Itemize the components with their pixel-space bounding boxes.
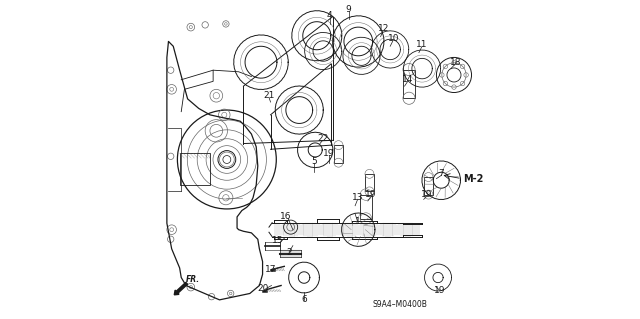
Text: 18: 18 — [450, 58, 461, 67]
Text: 11: 11 — [417, 40, 428, 49]
Text: 17: 17 — [265, 265, 276, 274]
Text: 2: 2 — [286, 248, 292, 256]
Bar — [403, 70, 415, 98]
Bar — [360, 195, 372, 219]
Text: 19: 19 — [434, 286, 445, 295]
Text: 13: 13 — [352, 193, 364, 202]
Text: 19: 19 — [365, 190, 377, 199]
Text: 5: 5 — [312, 157, 317, 166]
Text: FR.: FR. — [186, 275, 200, 284]
Text: 4: 4 — [327, 11, 332, 20]
Text: 19: 19 — [323, 149, 334, 158]
FancyArrow shape — [174, 282, 188, 295]
Text: 16: 16 — [280, 212, 292, 221]
Text: 14: 14 — [402, 75, 413, 84]
Bar — [424, 177, 433, 195]
Text: 21: 21 — [263, 91, 275, 100]
Text: 7: 7 — [438, 169, 444, 178]
Text: 10: 10 — [388, 34, 399, 43]
Bar — [365, 174, 374, 191]
Text: 6: 6 — [301, 295, 307, 304]
Text: 19: 19 — [421, 190, 433, 199]
Text: S9A4–M0400B: S9A4–M0400B — [372, 300, 427, 309]
Text: 9: 9 — [346, 5, 351, 14]
Bar — [333, 145, 343, 163]
Text: 22: 22 — [317, 134, 328, 143]
Text: M-2: M-2 — [463, 174, 483, 184]
Text: 1: 1 — [355, 217, 360, 226]
Text: 12: 12 — [378, 24, 389, 33]
Text: 20: 20 — [258, 284, 269, 293]
Bar — [180, 153, 210, 185]
Text: 15: 15 — [272, 236, 284, 245]
